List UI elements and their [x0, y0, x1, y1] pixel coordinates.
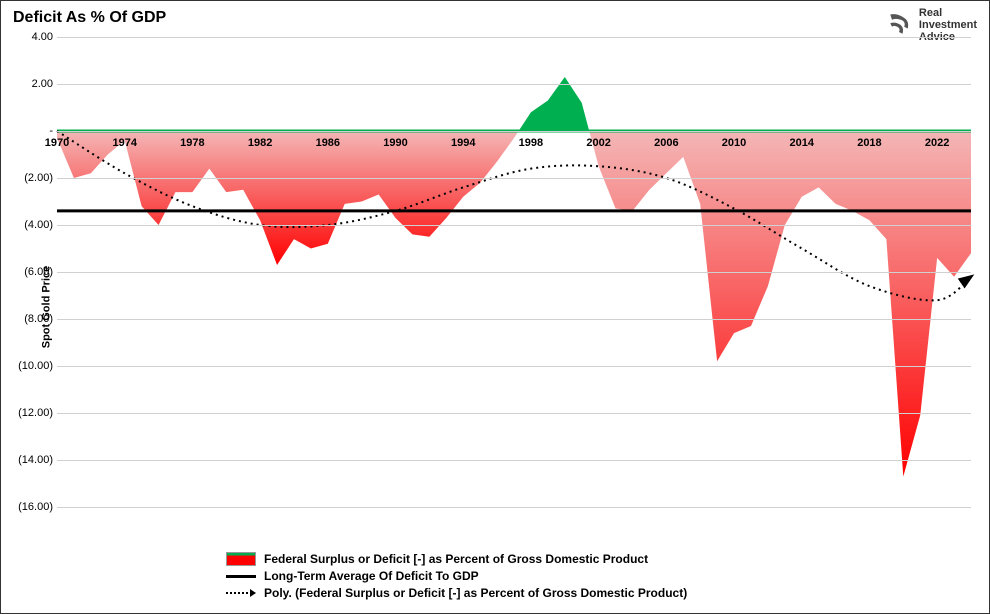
legend-item-poly: Poly. (Federal Surplus or Deficit [-] as…	[226, 586, 687, 600]
gridline	[57, 84, 971, 85]
legend-label-avg: Long-Term Average Of Deficit To GDP	[264, 569, 479, 583]
y-tick-label: (8.00)	[24, 313, 53, 325]
x-tick-label: 2022	[925, 137, 949, 149]
x-tick-label: 2014	[789, 137, 813, 149]
area-segment	[57, 131, 519, 265]
x-tick-label: 1978	[180, 137, 204, 149]
chart-plot-area: (16.00)(14.00)(12.00)(10.00)(8.00)(6.00)…	[57, 37, 971, 507]
y-tick-label: (2.00)	[24, 172, 53, 184]
gridline	[57, 225, 971, 226]
x-tick-label: 1982	[248, 137, 272, 149]
gridline	[57, 37, 971, 38]
legend-item-area: Federal Surplus or Deficit [-] as Percen…	[226, 552, 687, 566]
logo-text-line1: Real	[919, 7, 977, 19]
gridline	[57, 366, 971, 367]
chart-container: Deficit As % Of GDP Real Investment Advi…	[0, 0, 990, 614]
y-tick-label: (12.00)	[18, 407, 53, 419]
legend-label-area: Federal Surplus or Deficit [-] as Percen…	[264, 552, 648, 566]
y-tick-label: -	[49, 125, 53, 137]
y-tick-label: (14.00)	[18, 454, 53, 466]
x-tick-label: 1998	[519, 137, 543, 149]
x-tick-label: 2006	[654, 137, 678, 149]
legend: Federal Surplus or Deficit [-] as Percen…	[226, 549, 687, 603]
x-tick-label: 1986	[316, 137, 340, 149]
x-tick-label: 2010	[722, 137, 746, 149]
x-tick-label: 2018	[857, 137, 881, 149]
x-tick-label: 2002	[586, 137, 610, 149]
y-tick-label: 2.00	[32, 78, 53, 90]
y-tick-label: (4.00)	[24, 219, 53, 231]
x-tick-label: 1970	[45, 137, 69, 149]
legend-swatch-area	[226, 552, 256, 566]
logo-icon	[885, 11, 913, 39]
y-tick-label: (10.00)	[18, 360, 53, 372]
y-axis-label: Spot Gold Price	[40, 266, 52, 349]
gridline	[57, 460, 971, 461]
chart-title: Deficit As % Of GDP	[13, 9, 166, 27]
gridline	[57, 413, 971, 414]
legend-swatch-poly	[226, 587, 256, 599]
area-segment	[519, 77, 590, 131]
x-tick-label: 1990	[383, 137, 407, 149]
gridline	[57, 272, 971, 273]
x-tick-label: 1974	[112, 137, 136, 149]
y-tick-label: 4.00	[32, 31, 53, 43]
x-tick-label: 1994	[451, 137, 475, 149]
legend-swatch-line	[226, 575, 256, 578]
y-tick-label: (6.00)	[24, 266, 53, 278]
gridline	[57, 131, 971, 132]
legend-label-poly: Poly. (Federal Surplus or Deficit [-] as…	[264, 586, 687, 600]
y-tick-label: (16.00)	[18, 501, 53, 513]
legend-item-avg: Long-Term Average Of Deficit To GDP	[226, 569, 687, 583]
gridline	[57, 178, 971, 179]
logo-text-line2: Investment	[919, 19, 977, 31]
gridline	[57, 507, 971, 508]
gridline	[57, 319, 971, 320]
area-segment	[589, 131, 971, 476]
